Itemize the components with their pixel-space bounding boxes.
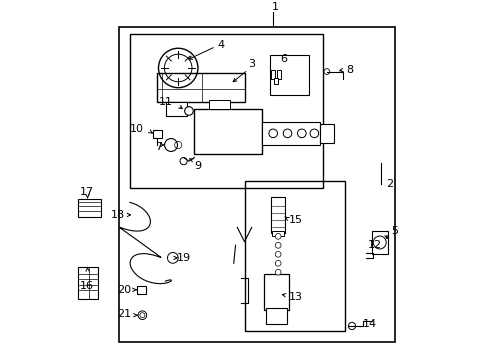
Text: 12: 12 xyxy=(367,240,382,250)
Text: 2: 2 xyxy=(385,179,392,189)
Bar xyxy=(277,70,280,79)
Bar xyxy=(78,199,101,217)
Bar xyxy=(272,231,284,237)
Bar xyxy=(319,123,333,143)
Circle shape xyxy=(283,129,291,138)
Circle shape xyxy=(275,243,281,248)
Bar xyxy=(208,100,230,109)
Bar xyxy=(271,197,285,233)
Bar xyxy=(156,73,244,102)
Bar xyxy=(274,78,277,84)
Bar xyxy=(194,109,262,154)
Text: 10: 10 xyxy=(130,124,144,134)
Text: 20: 20 xyxy=(117,285,131,295)
Bar xyxy=(265,308,287,324)
Circle shape xyxy=(324,69,329,75)
Bar xyxy=(137,286,145,294)
Circle shape xyxy=(275,251,281,257)
Bar xyxy=(371,231,387,254)
Circle shape xyxy=(180,158,187,165)
Circle shape xyxy=(268,129,277,138)
Bar xyxy=(244,181,344,331)
Text: 16: 16 xyxy=(80,281,94,291)
Bar xyxy=(119,27,394,342)
Circle shape xyxy=(309,129,318,138)
Text: 4: 4 xyxy=(217,40,224,50)
Bar xyxy=(153,130,162,138)
Circle shape xyxy=(297,129,305,138)
Circle shape xyxy=(138,311,146,320)
Text: 5: 5 xyxy=(390,226,398,236)
Text: 8: 8 xyxy=(346,65,353,75)
Circle shape xyxy=(347,322,355,329)
Bar xyxy=(262,122,319,145)
Circle shape xyxy=(275,234,281,239)
Circle shape xyxy=(184,107,193,115)
Bar xyxy=(271,70,274,79)
Text: 13: 13 xyxy=(289,292,303,302)
Circle shape xyxy=(275,260,281,266)
Text: 14: 14 xyxy=(362,319,376,329)
Circle shape xyxy=(158,48,198,88)
Text: 21: 21 xyxy=(117,310,131,319)
Text: 18: 18 xyxy=(110,210,124,220)
Text: 15: 15 xyxy=(289,215,303,225)
Text: 19: 19 xyxy=(176,253,190,263)
Text: 7: 7 xyxy=(155,142,162,152)
Circle shape xyxy=(167,252,178,263)
Circle shape xyxy=(164,139,177,152)
Text: 6: 6 xyxy=(280,54,287,64)
Text: 3: 3 xyxy=(247,59,255,69)
Circle shape xyxy=(275,269,281,275)
Text: 17: 17 xyxy=(80,187,94,197)
Text: 9: 9 xyxy=(194,161,201,171)
Bar xyxy=(269,55,308,95)
Bar xyxy=(130,34,323,188)
Text: 11: 11 xyxy=(159,97,172,107)
Bar xyxy=(264,274,289,310)
Bar xyxy=(78,267,98,299)
Text: 1: 1 xyxy=(271,3,278,13)
Bar xyxy=(165,102,187,116)
